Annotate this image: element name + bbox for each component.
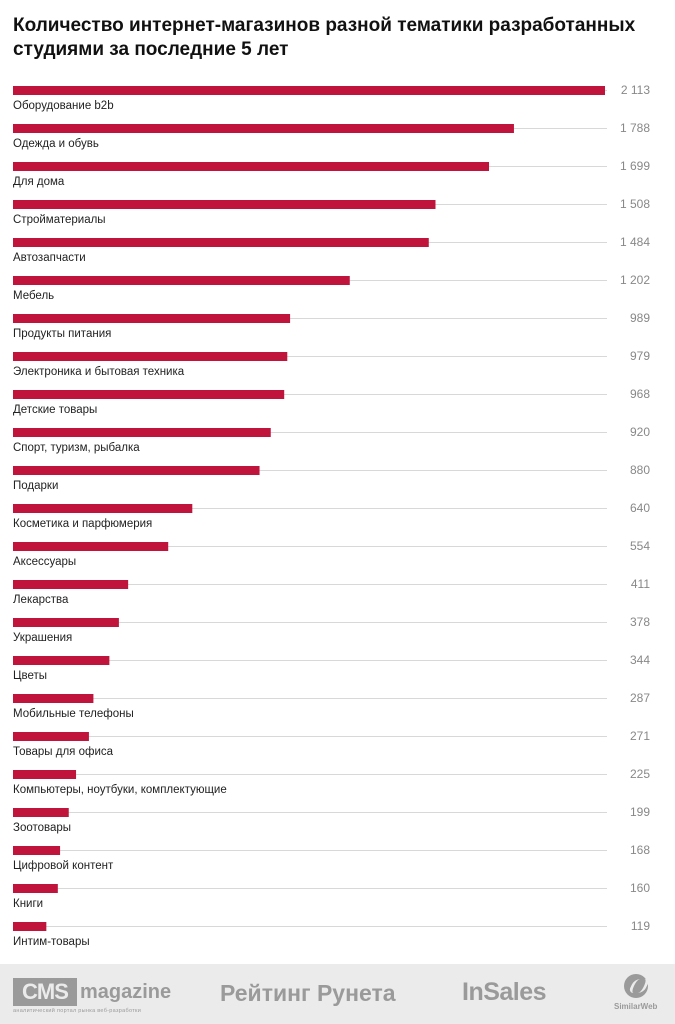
value-label: 1 788 xyxy=(620,121,650,135)
category-label: Стройматериалы xyxy=(13,214,106,226)
bar-chart: Оборудование b2b 2 113 Одежда и обувь 1 788… xyxy=(13,83,650,948)
value-label: 378 xyxy=(630,615,650,629)
value-label: 1 508 xyxy=(620,197,650,211)
category-label: Продукты питания xyxy=(13,328,111,340)
category-label: Косметика и парфюмерия xyxy=(13,518,152,530)
bar xyxy=(13,124,514,133)
chart-title: Количество интернет-магазинов разной тем… xyxy=(13,15,636,60)
bar xyxy=(13,86,605,95)
category-label: Украшения xyxy=(13,632,72,644)
value-label: 225 xyxy=(630,767,650,781)
bar xyxy=(13,276,350,285)
category-label: Мебель xyxy=(13,290,54,302)
bar xyxy=(13,428,271,437)
category-label: Автозапчасти xyxy=(13,252,86,264)
value-label: 554 xyxy=(630,539,650,553)
value-label: 989 xyxy=(630,311,650,325)
category-label: Детские товары xyxy=(13,404,97,416)
value-label: 411 xyxy=(631,577,650,591)
category-label: Компьютеры, ноутбуки, комплектующие xyxy=(13,784,227,796)
bar xyxy=(13,922,47,931)
bar xyxy=(13,238,429,247)
bar xyxy=(13,656,110,665)
value-label: 199 xyxy=(630,805,650,819)
category-label: Книги xyxy=(13,898,43,910)
value-label: 287 xyxy=(630,691,650,705)
value-label: 168 xyxy=(630,843,650,857)
value-label: 1 699 xyxy=(620,159,650,173)
bar xyxy=(13,162,490,171)
category-label: Лекарства xyxy=(13,594,69,606)
bar xyxy=(13,884,58,893)
category-label: Электроника и бытовая техника xyxy=(13,366,185,378)
category-label: Аксессуары xyxy=(13,556,76,568)
category-label: Подарки xyxy=(13,480,58,492)
category-label: Для дома xyxy=(13,176,65,188)
bar xyxy=(13,352,288,361)
similarweb-logo-text: SimilarWeb xyxy=(614,1002,658,1011)
value-label: 344 xyxy=(630,653,650,667)
category-label: Мобильные телефоны xyxy=(13,708,134,720)
cms-magazine-wordmark: magazine xyxy=(80,981,172,1003)
bar xyxy=(13,846,61,855)
similarweb-icon xyxy=(624,974,648,998)
bar xyxy=(13,732,89,741)
value-label: 968 xyxy=(630,387,650,401)
category-label: Цветы xyxy=(13,670,47,682)
bar xyxy=(13,808,69,817)
bar xyxy=(13,390,285,399)
value-label: 271 xyxy=(630,729,650,743)
bar xyxy=(13,542,169,551)
footer-logos: CMS magazine аналитический портал рынка … xyxy=(0,964,675,1024)
value-label: 920 xyxy=(630,425,650,439)
bar xyxy=(13,200,436,209)
value-label: 1 202 xyxy=(620,273,650,287)
category-label: Оборудование b2b xyxy=(13,100,114,112)
category-label: Цифровой контент xyxy=(13,860,114,872)
value-label: 119 xyxy=(631,919,650,933)
bar xyxy=(13,314,291,323)
reyting-runeta-logo: Рейтинг Рунета xyxy=(220,980,396,1006)
value-label: 2 113 xyxy=(621,83,650,97)
value-label: 880 xyxy=(630,463,650,477)
category-label: Интим-товары xyxy=(13,936,90,948)
category-label: Товары для офиса xyxy=(13,746,114,758)
bar xyxy=(13,694,94,703)
bar xyxy=(13,504,193,513)
cms-magazine-logo: CMS xyxy=(13,978,77,1006)
category-label: Спорт, туризм, рыбалка xyxy=(13,442,140,454)
category-label: Зоотовары xyxy=(13,822,71,834)
insales-logo: InSales xyxy=(462,978,547,1006)
value-label: 1 484 xyxy=(620,235,650,249)
bar xyxy=(13,580,129,589)
cms-magazine-subtitle: аналитический портал рынка веб-разработк… xyxy=(13,1008,142,1014)
category-label: Одежда и обувь xyxy=(13,138,99,150)
value-label: 160 xyxy=(630,881,650,895)
value-label: 640 xyxy=(630,501,650,515)
value-label: 979 xyxy=(630,349,650,363)
bar xyxy=(13,770,77,779)
bar xyxy=(13,466,260,475)
bar xyxy=(13,618,119,627)
